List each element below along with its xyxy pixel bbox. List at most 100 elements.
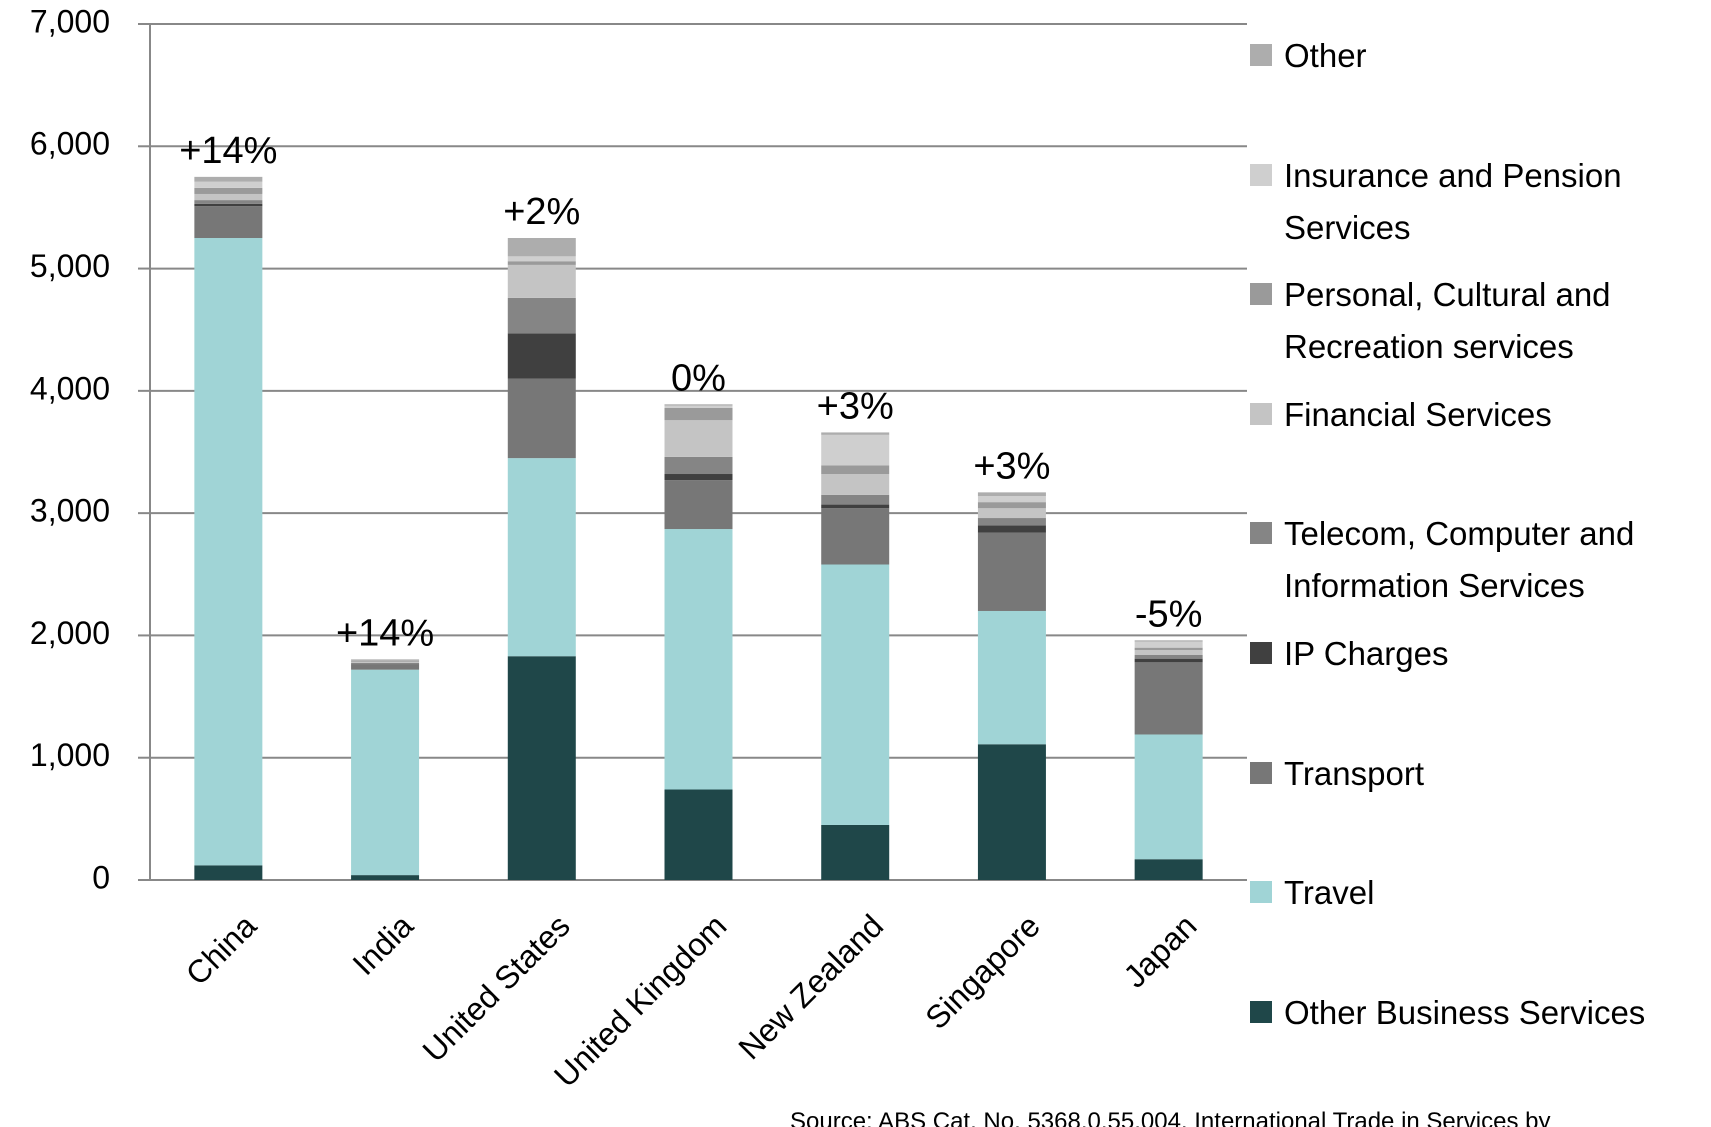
legend-label: Other <box>1284 37 1367 74</box>
growth-label: 0% <box>671 357 726 399</box>
y-tick-label: 6,000 <box>30 126 110 162</box>
bar-segment <box>821 434 890 466</box>
bar-segment <box>1134 734 1203 860</box>
bar-segment <box>664 405 733 408</box>
bar-segment <box>507 238 576 257</box>
legend-item: Personal, Cultural and Recreation servic… <box>1250 274 1704 373</box>
growth-label: +14% <box>179 130 277 172</box>
bar-segment <box>821 508 890 565</box>
bar-segment <box>977 610 1046 745</box>
legend-item: IP Charges <box>1250 633 1704 680</box>
x-tick-label: New Zealand <box>731 907 890 1066</box>
bar-segment <box>664 404 733 406</box>
legend-item: Transport <box>1250 753 1704 800</box>
bar-segment <box>977 502 1046 509</box>
legend-item: Other <box>1250 35 1704 82</box>
legend-label: IP Charges <box>1284 635 1449 672</box>
legend-swatch <box>1250 283 1272 306</box>
bar-segment <box>351 660 420 662</box>
y-tick-label: 2,000 <box>30 615 110 651</box>
bar-segment <box>507 261 576 265</box>
bar-segment <box>977 525 1046 533</box>
legend-item: Travel <box>1250 872 1704 919</box>
bar-segment <box>977 508 1046 519</box>
bar-segment <box>351 659 420 661</box>
bar-segment <box>664 474 733 481</box>
bar-segment <box>977 518 1046 526</box>
legend-swatch <box>1250 881 1272 904</box>
bar-segment <box>194 176 263 182</box>
bar-segment <box>351 875 420 880</box>
legend-swatch <box>1250 44 1272 66</box>
bar-segment <box>351 659 420 660</box>
x-tick-label: China <box>179 907 264 992</box>
growth-label: +14% <box>336 612 434 654</box>
legend-item: Other Business Services <box>1250 992 1704 1039</box>
legend-swatch <box>1250 402 1272 425</box>
legend-swatch <box>1250 522 1272 545</box>
bar-segment <box>351 662 420 665</box>
bar-segment <box>821 504 890 509</box>
legend-label: Other Business Services <box>1284 993 1646 1031</box>
source-note: Source: ABS Cat. No. 5368.0.55.004, Inte… <box>790 1108 1551 1127</box>
bar-segment <box>1134 658 1203 663</box>
bar-segment <box>351 661 420 663</box>
x-tick-label: Japan <box>1116 907 1203 994</box>
bar-segment <box>351 664 420 665</box>
x-tick-label: United States <box>415 907 576 1068</box>
x-tick-label: India <box>345 907 420 982</box>
x-tick-label: United Kingdom <box>547 907 733 1093</box>
bar-segment <box>1134 641 1203 648</box>
bar-segment <box>821 474 890 495</box>
bar-segment <box>194 193 263 201</box>
bar-segment <box>507 378 576 459</box>
bar-segment <box>507 297 576 334</box>
x-tick-label: Singapore <box>918 907 1047 1036</box>
y-tick-label: 3,000 <box>30 493 110 529</box>
bar-segment <box>821 564 890 825</box>
legend-label: Personal, Cultural and Recreation servic… <box>1284 276 1611 366</box>
y-tick-label: 1,000 <box>30 737 110 773</box>
bar-segment <box>194 238 263 866</box>
bar-segment <box>194 206 263 238</box>
bar-segment <box>351 664 420 670</box>
growth-label: +2% <box>503 191 580 233</box>
y-tick-label: 5,000 <box>30 248 110 284</box>
bar-segment <box>351 669 420 876</box>
bar-segment <box>507 656 576 880</box>
legend-label: Transport <box>1284 754 1424 792</box>
legend-swatch <box>1250 163 1272 186</box>
growth-label: +3% <box>973 445 1050 487</box>
legend-swatch <box>1250 1000 1272 1023</box>
bar-segment <box>194 865 263 880</box>
bar-segment <box>507 256 576 262</box>
bar-segment <box>1134 647 1203 651</box>
bar-segment <box>664 456 733 475</box>
bar-segment <box>977 532 1046 611</box>
legend-item: Telecom, Computer and Information Servic… <box>1250 513 1704 612</box>
bar-segment <box>194 200 263 204</box>
bar-segment <box>977 492 1046 497</box>
bar-segment <box>1134 650 1203 655</box>
growth-label: -5% <box>1135 593 1203 635</box>
bar-segment <box>194 187 263 194</box>
bar-segment <box>821 465 890 475</box>
bar-segment <box>507 458 576 657</box>
bar-segment <box>977 744 1046 880</box>
y-tick-label: 7,000 <box>30 3 110 39</box>
bar-segment <box>1134 859 1203 880</box>
bar-segment <box>664 420 733 457</box>
bar-segment <box>1134 640 1203 642</box>
legend-label: Telecom, Computer and Information Servic… <box>1284 515 1635 605</box>
legend-label: Insurance and Pension Services <box>1284 156 1622 246</box>
legend-label: Travel <box>1284 874 1375 912</box>
bar-segment <box>507 333 576 379</box>
bar-segment <box>664 480 733 530</box>
bar-segment <box>977 496 1046 503</box>
bar-segment <box>194 203 263 207</box>
bar-segment <box>1134 654 1203 659</box>
bar-segment <box>194 181 263 188</box>
legend-swatch <box>1250 642 1272 664</box>
